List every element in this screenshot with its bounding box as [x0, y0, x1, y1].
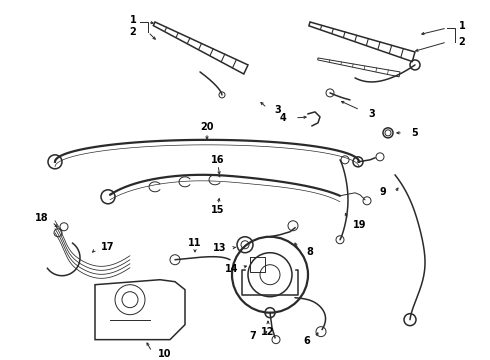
Text: 16: 16 — [211, 155, 225, 165]
Text: 19: 19 — [353, 220, 367, 230]
Text: 2: 2 — [130, 27, 136, 37]
Text: 10: 10 — [158, 348, 172, 359]
Text: 15: 15 — [211, 205, 225, 215]
Text: 3: 3 — [274, 105, 281, 115]
Text: 14: 14 — [225, 264, 239, 274]
Text: 1: 1 — [459, 21, 466, 31]
Text: 3: 3 — [368, 109, 375, 119]
Text: 6: 6 — [304, 336, 310, 346]
Text: 17: 17 — [101, 242, 115, 252]
Text: 20: 20 — [200, 122, 214, 132]
Text: 1: 1 — [130, 15, 136, 25]
Text: 13: 13 — [213, 243, 227, 253]
Text: 7: 7 — [249, 330, 256, 341]
Text: 8: 8 — [307, 247, 314, 257]
Text: 11: 11 — [188, 238, 202, 248]
Text: 9: 9 — [380, 187, 387, 197]
Text: 12: 12 — [261, 327, 275, 337]
Text: 4: 4 — [280, 113, 286, 123]
Text: 2: 2 — [459, 37, 466, 47]
Text: 18: 18 — [35, 213, 49, 223]
Text: 5: 5 — [412, 128, 418, 138]
